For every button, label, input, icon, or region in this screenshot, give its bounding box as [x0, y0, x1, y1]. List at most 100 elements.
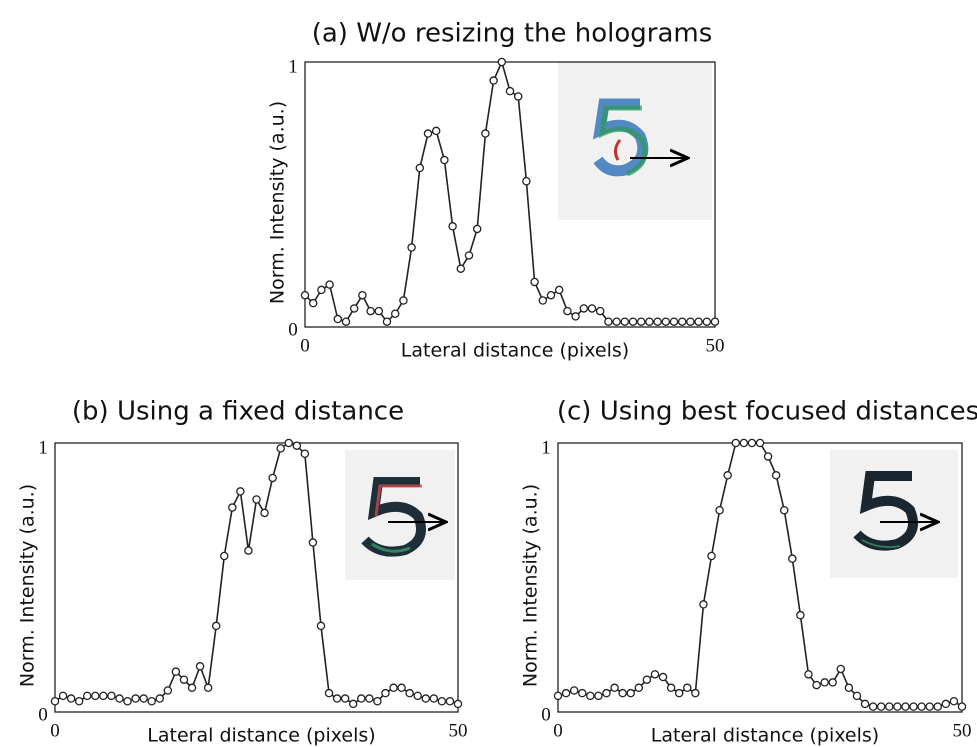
data-point [645, 317, 654, 326]
data-point [577, 688, 587, 698]
data-point [715, 505, 724, 515]
data-point [99, 691, 108, 701]
data-point [893, 702, 902, 711]
chart: (a) W/o resizing the holograms 0 50 0 1 Later… [267, 19, 725, 362]
data-point [694, 317, 703, 326]
chart: (b) Using a fixed distance 0 50 0 1 Lateral d… [17, 397, 468, 747]
data-point [407, 243, 416, 252]
data-point [405, 688, 414, 698]
y-tick-label: 1 [38, 437, 48, 458]
y-axis-label: Norm. Intensity (a.u.) [267, 101, 289, 304]
data-point [852, 691, 862, 701]
data-point [155, 694, 165, 703]
data-point [909, 702, 918, 711]
data-point [949, 696, 959, 706]
data-point [187, 683, 197, 693]
x-tick-label: 50 [706, 335, 725, 356]
data-point [505, 86, 515, 96]
data-point [381, 688, 390, 698]
data-point [66, 694, 76, 703]
data-point [366, 306, 375, 316]
data-point [586, 691, 595, 701]
data-point [571, 312, 580, 321]
data-point [723, 471, 732, 480]
data-point [300, 290, 310, 300]
data-point [677, 317, 687, 326]
data-point [731, 438, 741, 448]
data-point [268, 473, 277, 483]
data-point [284, 438, 293, 448]
x-tick-label: 0 [300, 335, 310, 356]
data-point [594, 691, 603, 701]
data-point [933, 702, 943, 711]
data-point [771, 471, 781, 480]
data-point [163, 686, 173, 695]
x-axis-label: Lateral distance (pixels) [147, 725, 375, 747]
data-point [658, 672, 668, 682]
data-point [358, 290, 367, 300]
x-tick-label: 0 [553, 720, 563, 741]
data-point [876, 702, 886, 711]
data-point [91, 691, 100, 701]
y-axis-label: Norm. Intensity (a.u.) [17, 484, 39, 687]
data-point [107, 691, 116, 701]
data-point [203, 683, 213, 693]
data-point [546, 290, 556, 300]
inset-image-b [345, 450, 455, 580]
y-tick-label: 0 [38, 704, 48, 725]
data-point [941, 699, 951, 709]
chart: (c) Using best focused distances 0 50 0 1 Lat… [520, 397, 977, 747]
data-point [389, 683, 398, 693]
data-point [437, 696, 447, 706]
data-point [429, 694, 439, 703]
data-point [569, 686, 579, 695]
data-point [445, 696, 455, 706]
data-point [397, 683, 406, 693]
x-tick-label: 0 [50, 720, 60, 741]
data-point [489, 76, 498, 85]
x-axis-label: Lateral distance (pixels) [401, 340, 629, 362]
data-point [561, 688, 571, 698]
data-point [739, 438, 749, 448]
data-point [618, 688, 627, 698]
data-point [252, 495, 261, 504]
data-point [374, 306, 384, 316]
data-point [423, 129, 433, 138]
data-point [901, 702, 910, 711]
data-point [707, 551, 716, 561]
data-point [836, 664, 846, 674]
data-point [804, 670, 813, 679]
data-point [553, 691, 563, 701]
data-point [513, 92, 523, 101]
data-point [650, 670, 660, 679]
data-point [699, 600, 708, 609]
data-point [710, 317, 720, 326]
chart-title: (c) Using best focused distances [557, 397, 977, 427]
data-point [868, 702, 878, 711]
x-tick-label: 50 [449, 720, 468, 741]
data-point [661, 317, 671, 326]
y-tick-label: 1 [541, 437, 551, 458]
data-point [669, 317, 679, 326]
data-point [602, 688, 611, 698]
data-point [82, 691, 92, 701]
data-point [538, 296, 548, 305]
data-point [604, 317, 613, 326]
data-point [453, 699, 463, 709]
data-point [860, 699, 870, 709]
data-point [260, 508, 269, 518]
x-tick-label: 50 [953, 720, 972, 741]
data-point [382, 317, 392, 326]
data-point [554, 285, 564, 295]
data-point [828, 678, 837, 687]
data-point [139, 694, 148, 703]
data-point [431, 126, 441, 136]
data-point [653, 317, 662, 326]
data-point [147, 696, 156, 706]
data-point [497, 57, 507, 67]
data-point [620, 317, 630, 326]
data-point [610, 683, 619, 693]
data-point [779, 505, 789, 515]
data-point [634, 683, 644, 693]
